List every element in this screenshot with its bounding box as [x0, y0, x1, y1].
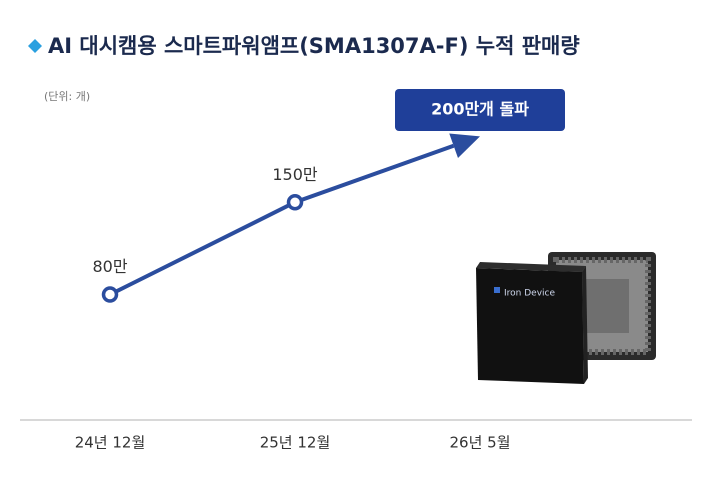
x-tick-label: 24년 12월: [75, 434, 146, 452]
callout-label: 200만개 돌파: [431, 100, 529, 119]
chart-title: AI 대시캠용 스마트파워앰프(SMA1307A-F) 누적 판매량: [48, 34, 580, 58]
x-tick-label: 26년 5월: [450, 434, 511, 452]
arrow-head: [449, 133, 480, 159]
x-tick-label: 25년 12월: [260, 434, 331, 452]
data-label: 150만: [272, 165, 318, 184]
data-point: [101, 286, 119, 303]
data-point: [286, 194, 304, 211]
data-label: 80만: [92, 257, 127, 276]
title-icon: [28, 39, 42, 53]
unit-note: (단위: 개): [44, 90, 90, 103]
chip-brand: Iron Device: [504, 289, 555, 299]
callout-box: [395, 89, 565, 131]
chip-illustration: Iron Device: [476, 252, 656, 384]
